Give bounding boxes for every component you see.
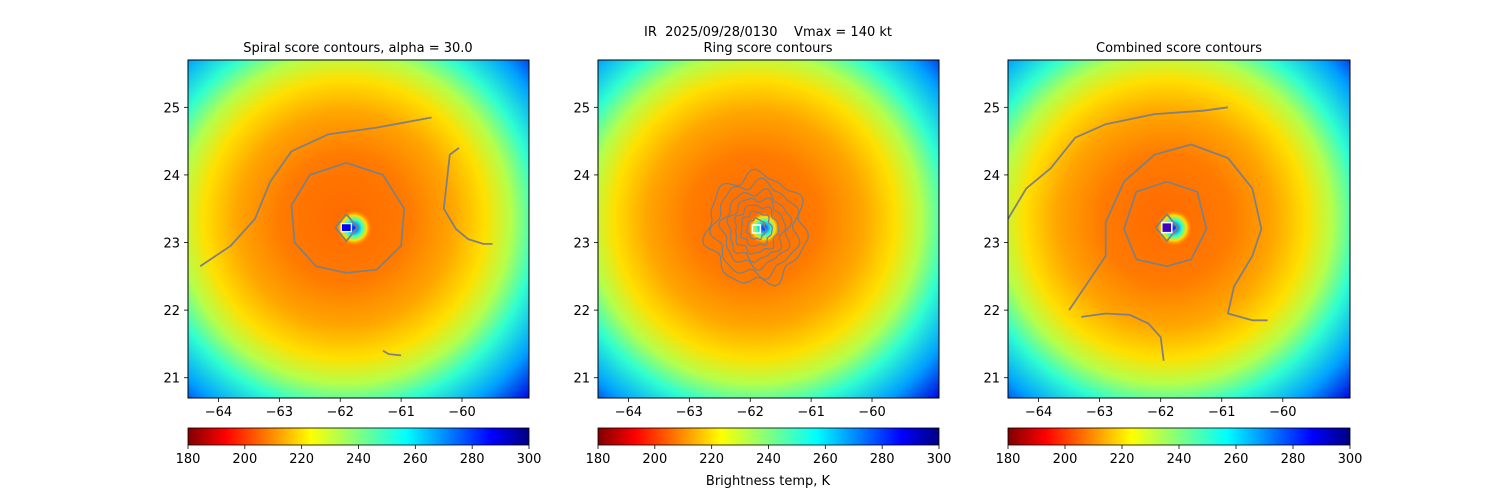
plot-frame bbox=[1007, 59, 1351, 399]
y-tick-label: 22 bbox=[573, 304, 590, 319]
x-tick-label: −61 bbox=[1208, 405, 1235, 420]
x-tick-label: −64 bbox=[205, 405, 232, 420]
panel-title: Ring score contours bbox=[703, 41, 832, 56]
colorbar-tick-label: 220 bbox=[289, 452, 314, 467]
colorbar-tick-label: 260 bbox=[813, 452, 838, 467]
spiral-contour-eye bbox=[334, 213, 359, 243]
panel-spiral: Spiral score contours, alpha = 30.0 −64 −… bbox=[163, 41, 541, 467]
eye-region bbox=[1156, 210, 1192, 246]
y-tick-label: 22 bbox=[983, 304, 1000, 319]
panel-ring: Ring score contours −64 −63 −62 −61 −60 21 22… bbox=[573, 41, 951, 467]
plot-frame bbox=[597, 59, 940, 399]
panel-title: Spiral score contours, alpha = 30.0 bbox=[243, 41, 472, 56]
center-marker bbox=[1161, 221, 1173, 234]
y-tick-label: 25 bbox=[573, 101, 590, 116]
x-tick-label: −61 bbox=[387, 405, 414, 420]
spiral-contour-east bbox=[442, 147, 493, 245]
y-tick-label: 23 bbox=[573, 237, 590, 252]
ring-contour bbox=[709, 177, 801, 281]
y-tick-label: 24 bbox=[573, 169, 590, 184]
colorbar-tick-label: 240 bbox=[346, 452, 371, 467]
ir-image bbox=[598, 60, 939, 398]
x-tick-label: −63 bbox=[676, 405, 703, 420]
y-tick-label: 21 bbox=[163, 372, 180, 387]
colorbar-tick-label: 220 bbox=[1110, 452, 1135, 467]
x-tick-label: −64 bbox=[1025, 405, 1052, 420]
y-tick-label: 25 bbox=[163, 101, 180, 116]
colorbar-tick-label: 260 bbox=[1224, 452, 1249, 467]
x-tick-label: −62 bbox=[1147, 405, 1174, 420]
x-tick-label: −62 bbox=[737, 405, 764, 420]
y-tick-label: 24 bbox=[163, 169, 180, 184]
ring-contour bbox=[745, 217, 767, 241]
x-tick-label: −62 bbox=[327, 405, 354, 420]
colorbar-label: Brightness temp, K bbox=[706, 474, 831, 489]
colorbar-tick-label: 240 bbox=[756, 452, 781, 467]
colorbar bbox=[1007, 427, 1351, 446]
ring-contour bbox=[725, 197, 787, 264]
y-tick-label: 22 bbox=[163, 304, 180, 319]
combined-contour-south bbox=[1081, 312, 1165, 361]
colorbar-tick-label: 280 bbox=[460, 452, 485, 467]
x-tick-label: −60 bbox=[1269, 405, 1296, 420]
colorbar-tick-label: 200 bbox=[642, 452, 667, 467]
combined-contour-north-arc bbox=[1008, 106, 1229, 220]
center-marker bbox=[340, 223, 352, 233]
ring-contour bbox=[701, 168, 809, 287]
spiral-contour-south bbox=[382, 349, 402, 357]
x-tick-label: −64 bbox=[615, 405, 642, 420]
x-tick-label: −60 bbox=[858, 405, 885, 420]
colorbar-tick-label: 200 bbox=[1053, 452, 1078, 467]
colorbar-tick-label: 220 bbox=[699, 452, 724, 467]
eye-region bbox=[336, 210, 372, 246]
colorbar-tick-label: 240 bbox=[1167, 452, 1192, 467]
y-tick-label: 24 bbox=[983, 169, 1000, 184]
panel-title: Combined score contours bbox=[1096, 41, 1262, 56]
colorbar-tick-label: 180 bbox=[996, 452, 1021, 467]
y-tick-label: 23 bbox=[163, 237, 180, 252]
combined-contour-ring bbox=[1123, 180, 1208, 268]
colorbar-tick-label: 280 bbox=[870, 452, 895, 467]
panel-combined: Combined score contours −64 −63 −62 −61 −60 … bbox=[983, 41, 1362, 467]
combined-contour-big-ring bbox=[1068, 143, 1268, 322]
center-marker bbox=[751, 224, 762, 234]
colorbar bbox=[187, 427, 530, 446]
colorbar-tick-label: 300 bbox=[927, 452, 952, 467]
ir-image bbox=[1008, 60, 1350, 398]
colorbar-tick-label: 280 bbox=[1281, 452, 1306, 467]
figure-suptitle: IR 2025/09/28/0130 Vmax = 140 kt bbox=[644, 25, 892, 40]
spiral-contour-outer bbox=[199, 116, 432, 267]
y-tick-label: 23 bbox=[983, 237, 1000, 252]
colorbar-tick-label: 260 bbox=[403, 452, 428, 467]
ring-contour bbox=[734, 204, 780, 255]
x-tick-label: −61 bbox=[797, 405, 824, 420]
plot-frame bbox=[187, 59, 530, 399]
colorbar-tick-label: 300 bbox=[517, 452, 542, 467]
combined-contour-eye bbox=[1154, 213, 1179, 243]
y-tick-label: 25 bbox=[983, 101, 1000, 116]
eye-region bbox=[748, 212, 780, 244]
ring-contour bbox=[718, 187, 793, 271]
y-tick-label: 21 bbox=[573, 372, 590, 387]
colorbar-tick-label: 300 bbox=[1338, 452, 1363, 467]
ir-image bbox=[188, 60, 529, 398]
spiral-contour-ring bbox=[290, 161, 406, 274]
colorbar-tick-label: 180 bbox=[586, 452, 611, 467]
x-tick-label: −63 bbox=[1086, 405, 1113, 420]
colorbar-tick-label: 200 bbox=[232, 452, 257, 467]
colorbar bbox=[597, 427, 940, 446]
x-tick-label: −63 bbox=[266, 405, 293, 420]
colorbar-tick-label: 180 bbox=[176, 452, 201, 467]
y-tick-label: 21 bbox=[983, 372, 1000, 387]
ring-contour bbox=[740, 210, 773, 247]
x-tick-label: −60 bbox=[448, 405, 475, 420]
